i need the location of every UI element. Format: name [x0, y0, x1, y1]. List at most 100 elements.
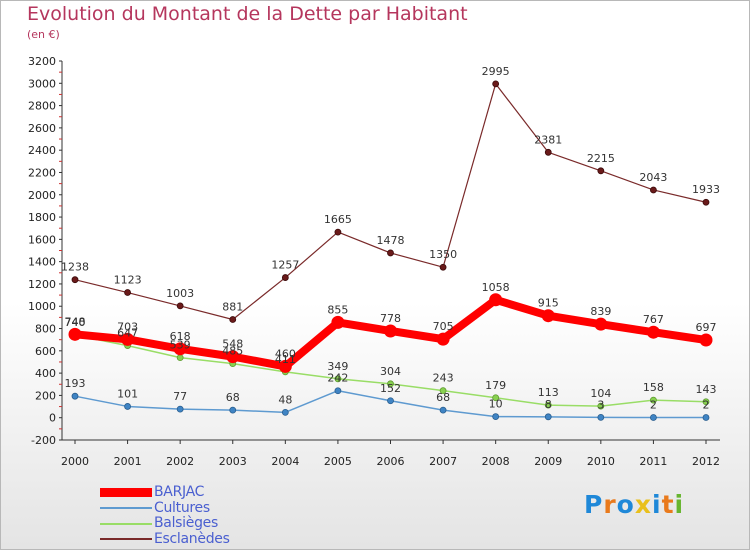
data-point-barjac [173, 342, 187, 356]
logo-letter: t [661, 490, 675, 519]
data-point-cultures [544, 413, 552, 421]
data-point-cultures [597, 413, 605, 421]
data-label-esclanedes: 2215 [587, 152, 615, 165]
data-label-cultures: 3 [597, 398, 604, 411]
data-point-cultures [124, 403, 131, 410]
data-label-barjac: 697 [696, 321, 717, 334]
data-point-cultures [650, 414, 657, 421]
data-label-balsieges: 411 [275, 353, 296, 366]
data-point-balsieges [597, 402, 605, 410]
y-tick-label: -200 [31, 434, 56, 447]
x-tick-label: 2005 [324, 455, 352, 468]
data-point-cultures [492, 413, 500, 420]
data-label-esclanedes: 1257 [271, 259, 299, 272]
x-tick-label: 2012 [692, 455, 720, 468]
data-label-esclanedes: 881 [222, 301, 243, 314]
y-tick-label: 1800 [28, 211, 56, 224]
legend-item: BARJAC [100, 485, 230, 501]
data-point-esclanedes [176, 302, 184, 310]
chart-series [68, 80, 713, 421]
data-point-balsieges [176, 354, 184, 362]
x-tick-label: 2004 [271, 455, 299, 468]
y-tick-label: 1600 [28, 233, 56, 246]
data-label-balsieges: 349 [327, 360, 348, 373]
y-tick-label: 2000 [28, 189, 56, 202]
data-label-cultures: 2 [703, 398, 710, 411]
data-label-barjac: 915 [538, 297, 559, 310]
data-point-balsieges [439, 387, 447, 395]
y-tick-label: 2600 [28, 122, 56, 135]
data-label-cultures: 48 [278, 393, 292, 406]
logo-letter: i [652, 490, 662, 519]
legend-label: Cultures [154, 499, 210, 516]
data-point-esclanedes [492, 80, 500, 88]
y-tick-label: 2200 [28, 166, 56, 179]
data-point-barjac [541, 309, 555, 323]
x-tick-label: 2001 [114, 455, 142, 468]
x-tick-label: 2011 [639, 455, 667, 468]
data-label-esclanedes: 1665 [324, 213, 352, 226]
chart-axes: -200 0 200 400 600 800 1000 1200 1400 1600 1800 200… [28, 55, 720, 468]
data-point-barjac [646, 325, 660, 339]
data-label-barjac: 703 [117, 320, 138, 333]
data-label-balsieges: 113 [538, 386, 559, 399]
data-label-balsieges: 243 [433, 372, 454, 385]
chart-title: Evolution du Montant de la Dette par Hab… [27, 3, 468, 25]
data-label-barjac: 460 [275, 347, 296, 360]
y-tick-label: 1200 [28, 278, 56, 291]
data-label-balsieges: 485 [222, 345, 243, 358]
data-label-esclanedes: 1933 [692, 183, 720, 196]
data-point-cultures [387, 397, 394, 405]
data-point-cultures [176, 405, 184, 413]
data-point-barjac [226, 350, 240, 364]
x-tick-label: 2002 [166, 455, 194, 468]
data-label-barjac: 839 [590, 305, 611, 318]
data-point-esclanedes [597, 167, 605, 175]
x-tick-label: 2006 [377, 455, 405, 468]
data-label-esclanedes: 1238 [61, 261, 89, 274]
logo-letter: P [584, 490, 604, 519]
logo-letter: x [634, 490, 652, 519]
chart-legend: BARJAC Cultures Balsièges Esclanèdes [100, 485, 230, 547]
data-label-barjac: 548 [222, 338, 243, 351]
data-point-esclanedes [334, 228, 342, 236]
data-point-esclanedes [387, 249, 394, 257]
data-label-balsieges: 539 [170, 339, 191, 352]
logo-letter: i [674, 490, 685, 519]
data-point-cultures [439, 406, 447, 414]
legend-item: Balsièges [100, 516, 230, 532]
legend-label: BARJAC [154, 484, 205, 501]
data-label-barjac: 748 [65, 315, 86, 328]
data-label-cultures: 242 [327, 372, 348, 385]
y-tick-label: 3000 [28, 77, 56, 90]
data-point-cultures [229, 406, 237, 414]
data-point-esclanedes [71, 276, 79, 284]
legend-item: Cultures [100, 499, 230, 517]
legend-label: Esclanèdes [154, 530, 230, 547]
data-label-esclanedes: 2043 [639, 171, 667, 184]
logo-letter: r [603, 490, 617, 519]
data-point-esclanedes [281, 274, 289, 281]
x-tick-label: 2010 [587, 455, 615, 468]
data-point-barjac [384, 324, 397, 338]
y-tick-label: 2400 [28, 144, 56, 157]
y-tick-label: 600 [35, 345, 56, 358]
data-label-cultures: 101 [117, 387, 138, 400]
data-label-cultures: 2 [650, 398, 657, 411]
data-label-balsieges: 740 [65, 316, 86, 329]
legend-swatch [100, 522, 152, 525]
data-label-esclanedes: 1478 [377, 234, 405, 247]
data-label-barjac: 705 [433, 320, 454, 333]
data-label-esclanedes: 1003 [166, 287, 194, 300]
logo-letter: o [616, 490, 635, 519]
data-label-cultures: 193 [65, 377, 86, 390]
legend-item: Esclanèdes [100, 530, 230, 548]
data-point-cultures [71, 392, 79, 400]
data-label-esclanedes: 2995 [482, 65, 510, 78]
data-label-cultures: 152 [380, 382, 401, 395]
legend-label: Balsièges [154, 515, 218, 532]
data-label-balsieges: 158 [643, 381, 664, 394]
data-label-barjac: 1058 [482, 281, 510, 294]
data-point-cultures [702, 414, 710, 421]
